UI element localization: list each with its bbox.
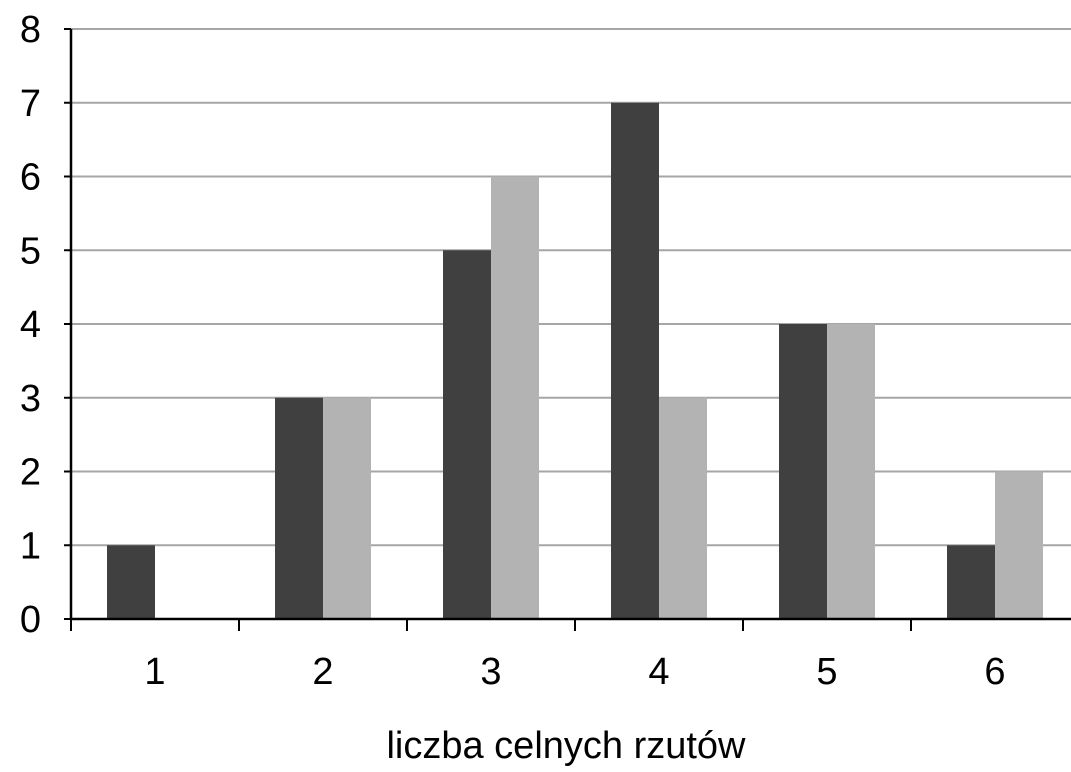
y-tick-label: 4 [20, 304, 41, 346]
bar-series-1-category-5 [779, 324, 827, 619]
bar-series-1-category-2 [275, 397, 323, 619]
y-tick-label: 8 [20, 9, 41, 51]
x-tick-label: 1 [144, 651, 165, 693]
bar-series-2-category-4 [659, 397, 707, 619]
x-tick-label: 5 [816, 651, 837, 693]
x-tick-label: 2 [312, 651, 333, 693]
bar-series-2-category-2 [323, 397, 371, 619]
gridlines [71, 28, 1071, 547]
bar-series-2-category-3 [491, 176, 539, 619]
bar-series-2-category-5 [827, 324, 875, 619]
x-tick-label: 6 [984, 651, 1005, 693]
y-tick-label: 2 [20, 452, 41, 494]
tick-labels: 0 1 2 3 4 5 6 7 8 1 2 3 4 5 6 [20, 9, 1006, 693]
y-tick-label: 7 [20, 83, 41, 125]
bar-series-1-category-6 [947, 545, 995, 619]
y-tick-label: 6 [20, 157, 41, 199]
bar-series-2-category-6 [995, 471, 1043, 619]
bars [107, 102, 1043, 619]
bar-series-1-category-1 [107, 545, 155, 619]
x-tick-label: 3 [480, 651, 501, 693]
x-tick-label: 4 [648, 651, 669, 693]
y-tick-label: 5 [20, 230, 41, 272]
x-axis-title: liczba celnych rzutów [386, 725, 746, 767]
y-tick-label: 1 [20, 525, 41, 567]
axes [64, 28, 1071, 631]
y-tick-label: 0 [20, 599, 41, 641]
bar-series-1-category-3 [443, 250, 491, 619]
y-tick-label: 3 [20, 378, 41, 420]
bar-series-1-category-4 [611, 102, 659, 619]
